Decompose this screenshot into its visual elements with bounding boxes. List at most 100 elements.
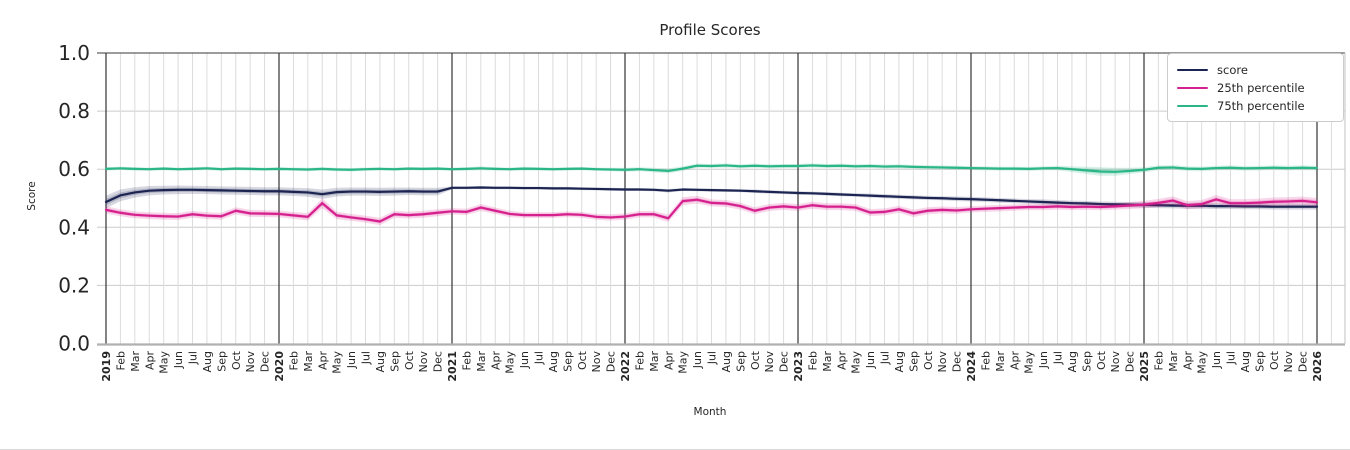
x-tick-label: May [1196,351,1209,374]
x-tick-label: Nov [417,351,430,373]
x-tick-label: Sep [561,351,574,372]
x-tick-label: Apr [1181,351,1194,371]
legend-line-swatch [1177,104,1208,108]
x-tick-label: Dec [951,351,964,372]
x-tick-label: Apr [835,351,848,371]
x-tick-label: Oct [1095,350,1108,370]
x-tick-label: 2022 [619,351,632,382]
x-tick-label: Jul [1225,351,1238,365]
75th-percentile-line [104,164,1319,173]
x-tick-label: Nov [590,351,603,373]
x-tick-label: Jul [533,351,546,365]
x-tick-label: May [158,351,171,374]
x-tick-label: Jul [187,351,200,365]
x-tick-label: Sep [1253,351,1266,372]
25th-percentile-line [104,198,1319,223]
x-tick-label: 2025 [1138,351,1151,382]
x-tick-label: Sep [734,351,747,372]
horizontal-gridlines [97,110,1345,286]
x-tick-label: Aug [1066,351,1079,372]
x-tick-label: Nov [763,351,776,373]
x-tick-label: Jul [1052,351,1065,365]
x-tick-label: Dec [432,351,445,372]
y-axis-label: Score [26,181,38,211]
x-tick-label: May [504,351,517,374]
x-tick-label: Sep [388,351,401,372]
x-tick-labels: 2019 Feb Mar Apr May Jun Jul Aug Sep Oct Nov Dec 202… [100,350,1324,381]
legend: score 25th percentile 75th percentile [1167,53,1344,122]
month-gridlines [119,53,1332,344]
x-tick-label: Jul [360,351,373,365]
x-tick-label: Mar [994,351,1007,372]
x-tick-label: Oct [576,350,589,370]
y-tick-labels: 1.0 0.8 0.6 0.4 0.2 0.0 [58,41,90,356]
x-tick-label: Feb [979,351,992,370]
x-tick-label: 2024 [965,351,978,382]
x-tick-label: May [850,351,863,374]
legend-line-swatch [1177,68,1208,72]
x-tick-label: Nov [1109,351,1122,373]
x-tick-label: Aug [201,351,214,372]
x-tick-label: Jul [706,351,719,365]
x-tick-label: Mar [1167,351,1180,372]
x-tick-label: Aug [374,351,387,372]
y-tick-label: 0.6 [58,157,90,181]
legend-entry-25th-percentile: 25th percentile [1177,79,1334,97]
legend-label: 25th percentile [1217,81,1305,95]
x-tick-label: Jun [172,351,185,369]
x-tick-label: Feb [460,351,473,370]
legend-entry-score: score [1177,61,1334,79]
x-tick-label: Oct [230,350,243,370]
x-tick-label: Dec [1297,351,1310,372]
x-tick-label: Dec [259,351,272,372]
x-tick-label: Dec [605,351,618,372]
x-tick-label: Feb [1152,351,1165,370]
x-tick-label: Apr [489,351,502,371]
x-tick-label: Nov [936,351,949,373]
legend-label: score [1217,63,1248,77]
x-tick-label: May [677,351,690,374]
25th-percentile-band-inner [106,197,1317,224]
x-tick-label: Jun [864,351,877,369]
25th-percentile-band [106,195,1317,226]
chart-title: Profile Scores [659,21,761,39]
x-tick-label: Nov [244,351,257,373]
y-tick-label: 1.0 [58,41,90,65]
x-tick-label: Apr [316,351,329,371]
x-tick-label: 2021 [446,351,459,382]
x-tick-label: May [1023,351,1036,374]
y-tick-label: 0.2 [58,273,90,297]
x-tick-label: Dec [778,351,791,372]
x-tick-label: Sep [215,351,228,372]
x-tick-label: Mar [129,351,142,372]
score-line [104,186,1319,208]
y-tick-label: 0.4 [58,215,90,239]
x-tick-label: Oct [749,350,762,370]
x-tick-label: Mar [648,351,661,372]
x-tick-label: Apr [1008,351,1021,371]
x-tick-label: Jul [879,351,892,365]
x-tick-label: Feb [806,351,819,370]
x-tick-label: Apr [143,351,156,371]
x-tick-label: Aug [1239,351,1252,372]
legend-line-swatch [1177,86,1208,90]
x-tick-label: Aug [547,351,560,372]
x-tick-label: Apr [662,351,675,371]
x-tick-label: 2026 [1311,351,1324,382]
x-tick-label: Aug [720,351,733,372]
x-tick-label: Jun [691,351,704,369]
x-tick-label: Feb [287,351,300,370]
x-tick-label: Feb [633,351,646,370]
x-axis-label: Month [693,406,727,418]
x-tick-label: Mar [302,351,315,372]
x-tick-label: Oct [403,350,416,370]
legend-entry-75th-percentile: 75th percentile [1177,97,1334,115]
x-tick-label: Nov [1282,351,1295,373]
x-tick-label: Feb [114,351,127,370]
y-tick-label: 0.8 [58,99,90,123]
x-tick-label: Oct [1268,350,1281,370]
x-tick-label: Sep [1080,351,1093,372]
x-tick-label: May [331,351,344,374]
